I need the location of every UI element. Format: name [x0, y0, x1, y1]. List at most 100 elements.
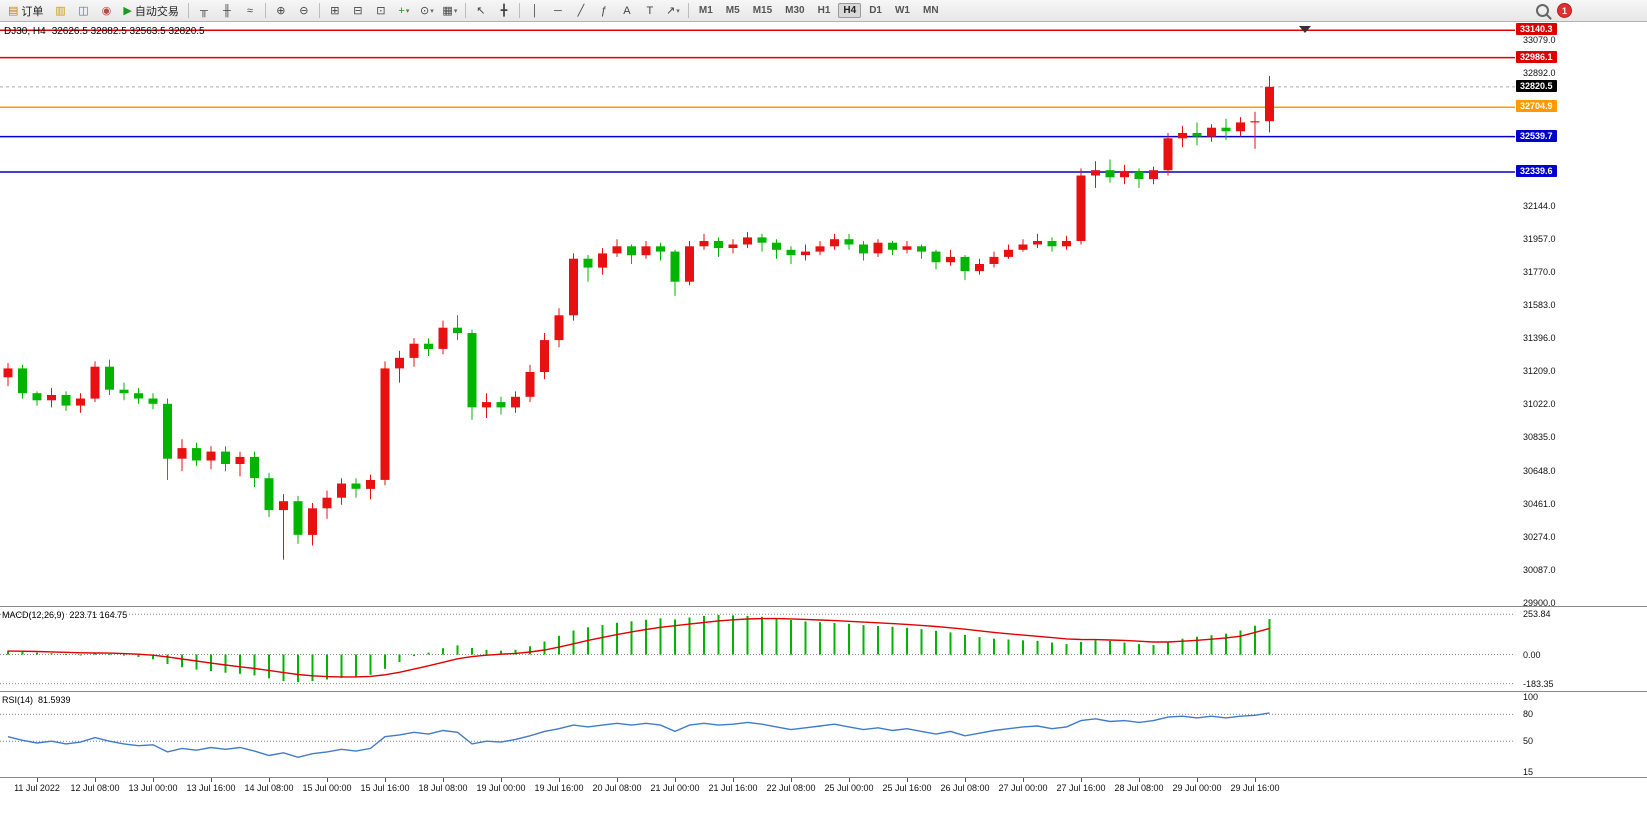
zoom-out-icon[interactable]: ⊖ — [293, 2, 315, 20]
candlestick-chart-icon[interactable]: ╫ — [216, 2, 238, 20]
price-axis[interactable]: 33079.032892.032705.032518.032331.032144… — [1515, 22, 1647, 608]
timeframe-m15[interactable]: M15 — [752, 5, 773, 16]
candle-body — [743, 237, 752, 245]
chart-shift-marker[interactable] — [1299, 26, 1311, 33]
candle-body — [1178, 133, 1187, 139]
text-icon[interactable]: A — [616, 2, 638, 20]
candle-body — [76, 398, 85, 406]
macd-histogram-bar — [1138, 644, 1140, 655]
candle-body — [815, 246, 825, 252]
price-axis-label: 30648.0 — [1523, 465, 1556, 476]
macd-histogram-bar — [1094, 640, 1097, 655]
pane-separator[interactable] — [0, 777, 1647, 778]
macd-histogram-bar — [1239, 630, 1242, 655]
timeframe-m30[interactable]: M30 — [785, 5, 805, 16]
line-chart-icon[interactable]: ≈ — [239, 2, 261, 20]
macd-histogram-bar — [1254, 625, 1256, 655]
time-axis-tick — [269, 778, 270, 782]
market-watch-icon[interactable]: ◫ — [72, 2, 94, 20]
time-axis-label: 21 Jul 00:00 — [650, 783, 700, 793]
time-axis-label: 19 Jul 00:00 — [476, 783, 526, 793]
timeframe-w1[interactable]: W1 — [894, 5, 910, 16]
new-order-icon: ▤ — [8, 5, 19, 17]
pane-separator[interactable] — [0, 606, 1647, 607]
arrows-icon[interactable]: ↗ ▾ — [662, 2, 684, 20]
template-icon[interactable]: ▦ ▾ — [439, 2, 461, 20]
timeframe-h4[interactable]: H4 — [838, 3, 862, 18]
symbol-period-label: DJ30, H4 — [4, 26, 46, 37]
candle-body — [888, 242, 897, 250]
candle-body — [192, 448, 201, 461]
macd-histogram-bar — [1051, 642, 1053, 655]
macd-histogram-bar — [949, 632, 952, 655]
macd-histogram-bar — [616, 622, 618, 655]
notification-badge[interactable]: 1 — [1557, 3, 1572, 18]
time-axis-tick — [733, 778, 734, 782]
candle-body — [1236, 122, 1245, 132]
macd-histogram-bar — [369, 654, 372, 675]
main-chart[interactable] — [0, 22, 1515, 606]
candle-body — [1004, 249, 1013, 257]
candle-body — [1091, 170, 1100, 176]
candle-body — [598, 253, 607, 268]
auto-arrange-icon[interactable]: ⊡ — [370, 2, 392, 20]
vertical-line-icon[interactable]: │ — [524, 2, 546, 20]
macd-histogram-bar — [514, 649, 517, 655]
macd-histogram-bar — [1167, 641, 1169, 655]
price-axis-label: 31022.0 — [1523, 399, 1556, 410]
macd-histogram-bar — [297, 654, 299, 683]
auto-arrange-icon: ⊡ — [376, 5, 386, 17]
macd-histogram-bar — [703, 615, 705, 655]
cursor-icon[interactable]: ↖ — [470, 2, 492, 20]
candle-body — [221, 451, 230, 464]
candle-body — [540, 340, 549, 372]
macd-pane[interactable] — [0, 607, 1515, 691]
time-axis-tick — [617, 778, 618, 782]
tile-windows-icon[interactable]: ⊞ — [324, 2, 346, 20]
timeframe-m5[interactable]: M5 — [725, 5, 740, 16]
candle-body — [583, 258, 593, 268]
candle-body — [989, 256, 999, 264]
candle-body — [801, 251, 810, 256]
horizontal-line-icon[interactable]: ─ — [547, 2, 569, 20]
macd-histogram-bar — [340, 654, 343, 678]
pane-separator[interactable] — [0, 691, 1647, 692]
rsi-pane[interactable] — [0, 692, 1515, 777]
new-chart-icon[interactable]: + ▾ — [393, 2, 415, 20]
chart-profile-icon[interactable]: ▥ — [49, 2, 71, 20]
macd-histogram-bar — [427, 652, 430, 655]
candle-body — [235, 456, 245, 464]
vertical-line-icon: │ — [531, 4, 539, 17]
timeframe-h1[interactable]: H1 — [817, 5, 831, 16]
time-axis[interactable]: 11 Jul 2022 12 Jul 08:00 13 Jul 00:00 13 Ju… — [0, 778, 1515, 800]
new-order-button[interactable]: ▤ 订单 — [3, 2, 48, 20]
macd-name: MACD(12,26,9) — [2, 610, 65, 620]
autotrading-button[interactable]: ▶ 自动交易 — [118, 2, 183, 20]
price-axis-label: 30087.0 — [1523, 564, 1556, 575]
crosshair-icon[interactable]: ╋ — [493, 2, 515, 20]
macd-histogram-bar — [1065, 644, 1068, 655]
bar-chart-icon[interactable]: ╥ — [193, 2, 215, 20]
price-badge: 32986.1 — [1516, 50, 1557, 63]
price-badge: 32820.5 — [1516, 79, 1557, 92]
macd-histogram-bar — [108, 654, 111, 656]
trendline-icon[interactable]: ╱ — [570, 2, 592, 20]
zoom-in-icon[interactable]: ⊕ — [270, 2, 292, 20]
indicator-window-icon[interactable]: ⊟ — [347, 2, 369, 20]
time-axis-label: 13 Jul 16:00 — [186, 783, 236, 793]
price-axis-label: 32144.0 — [1523, 200, 1556, 211]
time-axis-label: 27 Jul 00:00 — [998, 783, 1048, 793]
price-axis-label: 30274.0 — [1523, 531, 1556, 542]
timeframe-mn[interactable]: MN — [922, 5, 939, 16]
timeframe-d1[interactable]: D1 — [869, 5, 882, 16]
time-axis-tick — [675, 778, 676, 782]
period-icon[interactable]: ⊙ ▾ — [416, 2, 438, 20]
navigator-icon[interactable]: ◉ — [95, 2, 117, 20]
autotrading-icon: ▶ — [123, 5, 132, 17]
candle-body — [1221, 127, 1231, 132]
price-axis-label: 31209.0 — [1523, 366, 1556, 377]
search-icon[interactable] — [1536, 4, 1549, 17]
timeframe-m1[interactable]: M1 — [698, 5, 713, 16]
fibonacci-icon[interactable]: ƒ — [593, 2, 615, 20]
text-label-icon[interactable]: T — [639, 2, 661, 20]
